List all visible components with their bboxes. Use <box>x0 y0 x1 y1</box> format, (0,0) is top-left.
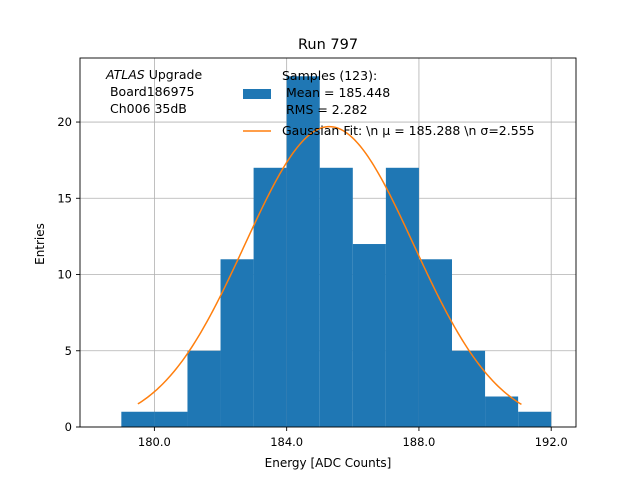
legend-fit-label: Gaussian Fit: \n μ = 185.288 \n σ=2.555 <box>282 123 535 138</box>
legend-hist-line-3: RMS = 2.282 <box>282 102 368 117</box>
histogram-bar-3 <box>220 259 254 427</box>
y-axis-label: Entries <box>33 223 47 265</box>
y-tick-label-3: 15 <box>57 191 72 205</box>
y-tick-label-2: 10 <box>57 268 72 282</box>
legend-hist-line-2: Mean = 185.448 <box>282 85 390 100</box>
legend-hist-line-1: Samples (123): <box>282 68 377 83</box>
x-tick-label-1: 184.0 <box>270 435 303 449</box>
histogram-bar-4 <box>253 167 287 427</box>
fit-line <box>137 125 522 406</box>
annotation-atlas: ATLAS <box>105 67 145 82</box>
svg-text:ATLAS Upgrade: ATLAS Upgrade <box>105 67 202 82</box>
axes <box>76 57 577 431</box>
histogram-bar-10 <box>452 350 486 427</box>
x-axis-label: Energy [ADC Counts] <box>265 456 392 470</box>
annotation-channel: Ch006 35dB <box>106 101 187 116</box>
x-tick-label-3: 192.0 <box>535 435 568 449</box>
legend-hist-swatch <box>243 89 271 99</box>
plot-frame <box>79 57 577 428</box>
histogram-bar-7 <box>352 244 386 427</box>
histogram-bar-5 <box>286 76 320 428</box>
tick-labels: 180.0 184.0 188.0 192.0 0 5 10 15 20 <box>57 115 567 449</box>
annotation-upgrade: Upgrade <box>145 67 203 82</box>
gaussian-fit-curve <box>137 125 522 406</box>
annotation-board: Board186975 <box>106 84 194 99</box>
histogram-bar-12 <box>518 411 552 427</box>
histogram-bar-9 <box>418 259 452 427</box>
y-tick-label-4: 20 <box>57 115 72 129</box>
y-tick-label-0: 0 <box>65 420 72 434</box>
histogram-bar-6 <box>319 167 353 427</box>
y-tick-label-1: 5 <box>65 344 72 358</box>
x-tick-label-0: 180.0 <box>138 435 171 449</box>
histogram-bar-11 <box>485 396 519 427</box>
histogram-bar-0 <box>121 411 155 427</box>
chart-title: Run 797 <box>298 37 358 53</box>
histogram-bar-1 <box>154 411 188 427</box>
legend: Samples (123): Mean = 185.448 RMS = 2.28… <box>243 68 535 138</box>
x-tick-label-2: 188.0 <box>402 435 435 449</box>
histogram-bar-2 <box>187 350 221 427</box>
histogram-bar-8 <box>385 167 419 427</box>
histogram-bars <box>121 76 552 428</box>
atlas-annotation: ATLAS Upgrade Board186975 Ch006 35dB <box>105 67 202 116</box>
